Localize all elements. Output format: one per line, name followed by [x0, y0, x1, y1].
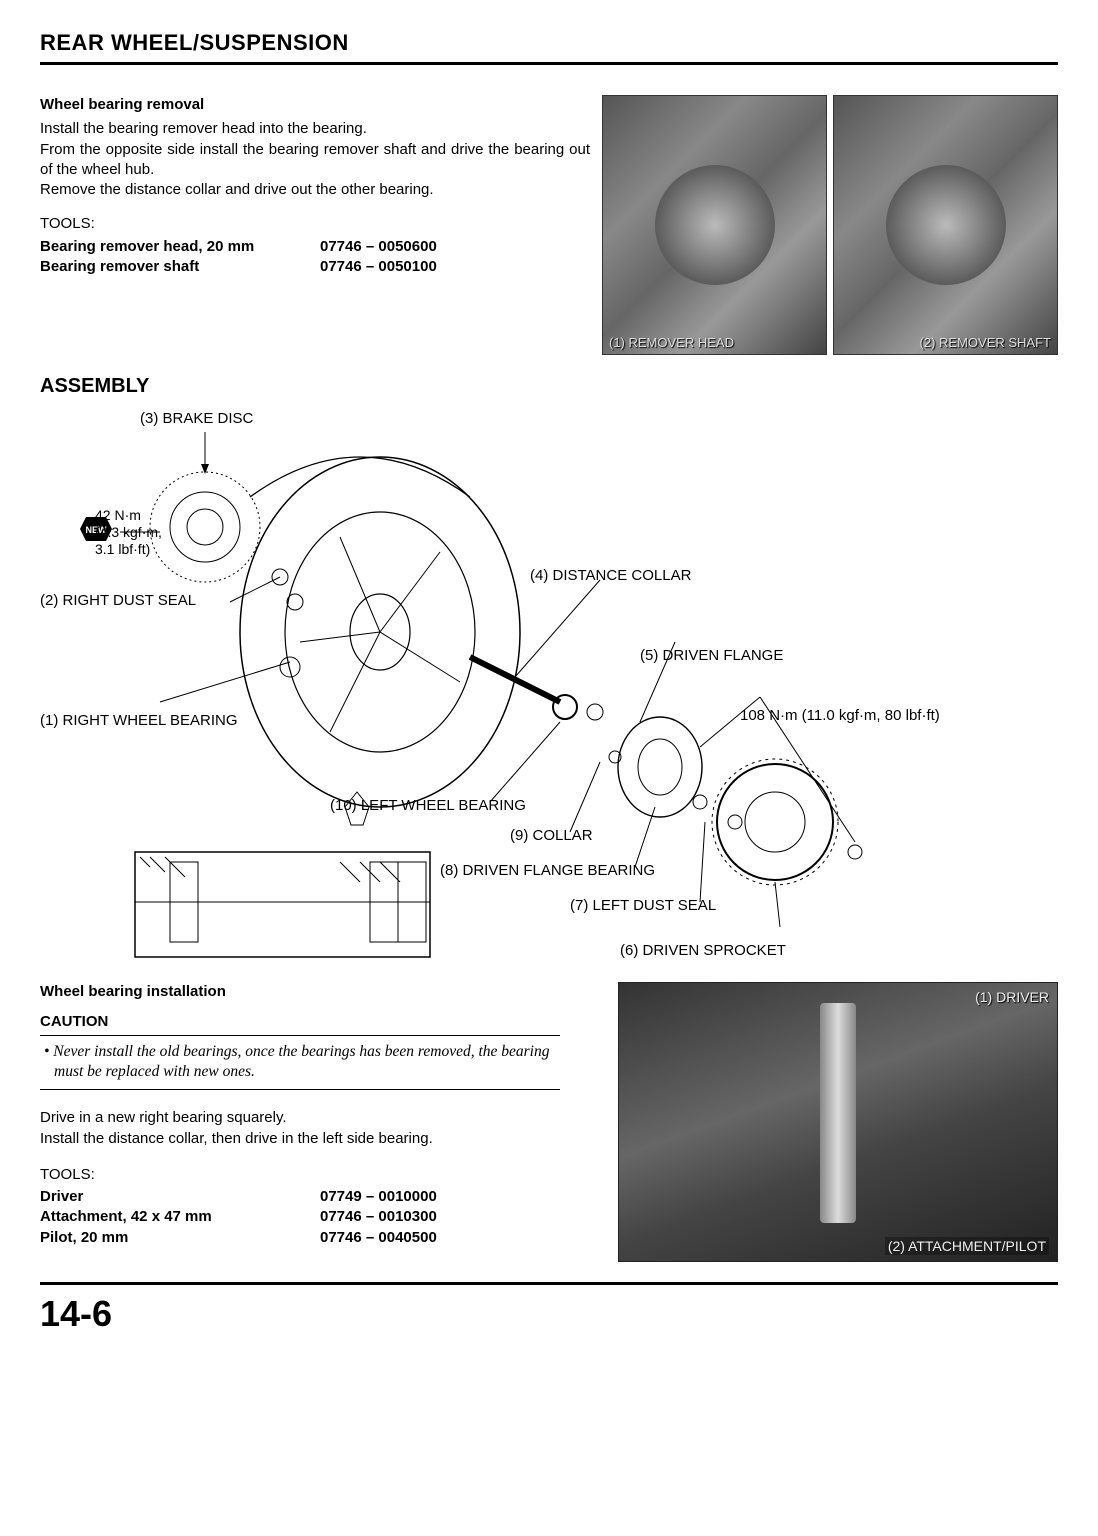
page-title: REAR WHEEL/SUSPENSION	[40, 30, 1058, 65]
photo-pair: (1) REMOVER HEAD (2) REMOVER SHAFT	[602, 95, 1058, 355]
install-tool1-code: 07749 – 0010000	[320, 1187, 437, 1207]
label-driven-flange-bearing: (8) DRIVEN FLANGE BEARING	[440, 862, 655, 879]
tool-row: Pilot, 20 mm 07746 – 0040500	[40, 1228, 598, 1248]
removal-heading: Wheel bearing removal	[40, 95, 590, 115]
tool2-code: 07746 – 0050100	[320, 257, 437, 277]
tool-row: Driver 07749 – 0010000	[40, 1187, 598, 1207]
torque-spec-2: 108 N·m (11.0 kgf·m, 80 lbf·ft)	[740, 707, 940, 724]
label-distance-collar: (4) DISTANCE COLLAR	[530, 567, 691, 584]
tool1-name: Bearing remover head, 20 mm	[40, 237, 320, 257]
footer-rule	[40, 1282, 1058, 1285]
torque-spec-1: 42 N·m (4.3 kgf·m, 3.1 lbf·ft)	[95, 507, 162, 557]
photo-remover-head: (1) REMOVER HEAD	[602, 95, 827, 355]
tool-row: Attachment, 42 x 47 mm 07746 – 0010300	[40, 1207, 598, 1227]
assembly-heading: ASSEMBLY	[40, 375, 1058, 398]
label-left-dust-seal: (7) LEFT DUST SEAL	[570, 897, 716, 914]
tools-label-1: TOOLS:	[40, 214, 590, 234]
removal-p3: Remove the distance collar and drive out…	[40, 181, 434, 198]
removal-p2: From the opposite side install the beari…	[40, 141, 590, 178]
label-driven-sprocket: (6) DRIVEN SPROCKET	[620, 942, 786, 959]
tool-row: Bearing remover shaft 07746 – 0050100	[40, 257, 590, 277]
caution-rule-bot	[40, 1089, 560, 1090]
torque1a: 42 N·m	[95, 507, 141, 523]
install-tool2-name: Attachment, 42 x 47 mm	[40, 1207, 320, 1227]
torque1b: (4.3 kgf·m,	[95, 524, 162, 540]
install-p2: Install the distance collar, then drive …	[40, 1129, 598, 1149]
photo2-caption: (2) REMOVER SHAFT	[920, 335, 1051, 350]
removal-p1: Install the bearing remover head into th…	[40, 120, 367, 137]
torque1c: 3.1 lbf·ft)	[95, 541, 150, 557]
label-right-dust-seal: (2) RIGHT DUST SEAL	[40, 592, 196, 609]
photo2-caption-driver: (1) DRIVER	[975, 989, 1049, 1005]
photo-driver-install: (1) DRIVER (2) ATTACHMENT/PILOT	[618, 982, 1058, 1262]
tool2-name: Bearing remover shaft	[40, 257, 320, 277]
caution-body: • Never install the old bearings, once t…	[40, 1036, 580, 1090]
install-tool2-code: 07746 – 0010300	[320, 1207, 437, 1227]
tools-label-2: TOOLS:	[40, 1165, 598, 1185]
removal-paragraph: Install the bearing remover head into th…	[40, 119, 590, 200]
install-tool3-name: Pilot, 20 mm	[40, 1228, 320, 1248]
photo1-caption: (1) REMOVER HEAD	[609, 335, 734, 350]
removal-section: Wheel bearing removal Install the bearin…	[40, 95, 1058, 355]
install-heading: Wheel bearing installation	[40, 982, 598, 1002]
label-driven-flange: (5) DRIVEN FLANGE	[640, 647, 783, 664]
photo-remover-shaft: (2) REMOVER SHAFT	[833, 95, 1058, 355]
install-section: Wheel bearing installation CAUTION • Nev…	[40, 982, 1058, 1262]
caution-heading: CAUTION	[40, 1012, 598, 1032]
page-number: 14-6	[40, 1293, 1058, 1335]
label-left-wheel-bearing: (10) LEFT WHEEL BEARING	[330, 797, 526, 814]
tool1-code: 07746 – 0050600	[320, 237, 437, 257]
install-tool1-name: Driver	[40, 1187, 320, 1207]
tool-row: Bearing remover head, 20 mm 07746 – 0050…	[40, 237, 590, 257]
install-tool3-code: 07746 – 0040500	[320, 1228, 437, 1248]
assembly-diagram: NEW (3) BRAKE DISC 42 N·m (4.3 kgf·m, 3.…	[40, 402, 1040, 972]
photo2-caption-attachment: (2) ATTACHMENT/PILOT	[885, 1237, 1049, 1255]
install-p1: Drive in a new right bearing squarely.	[40, 1108, 598, 1128]
label-right-wheel-bearing: (1) RIGHT WHEEL BEARING	[40, 712, 238, 729]
label-brake-disc: (3) BRAKE DISC	[140, 410, 253, 427]
label-collar: (9) COLLAR	[510, 827, 593, 844]
exploded-view-svg: NEW	[40, 402, 1040, 972]
